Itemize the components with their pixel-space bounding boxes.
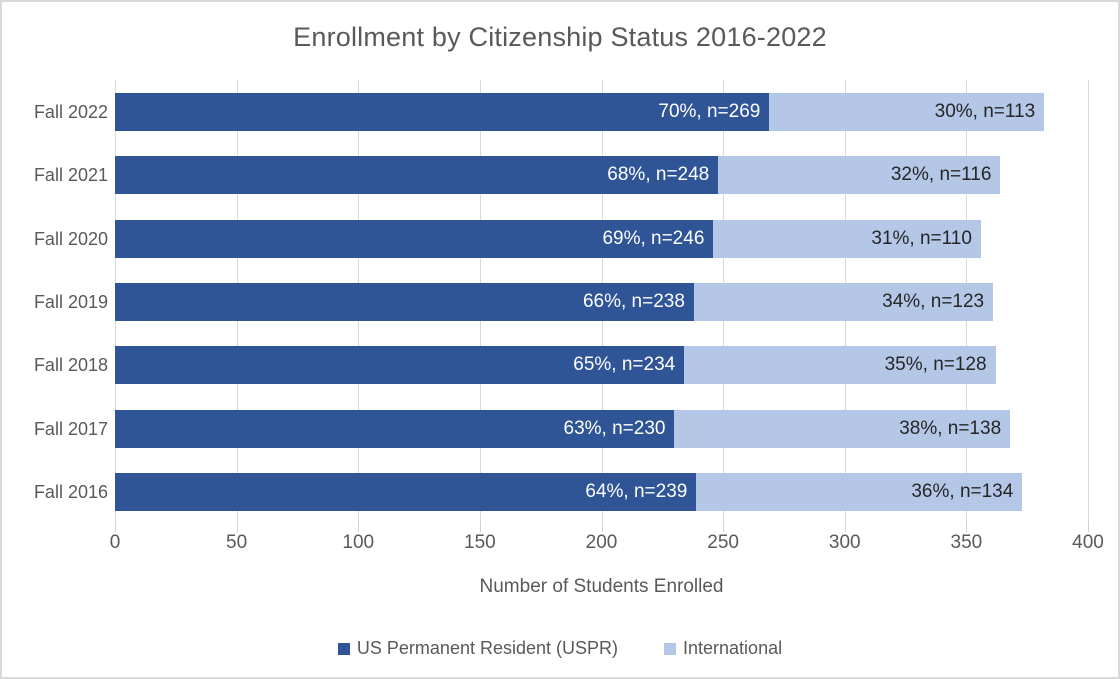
x-tick-label-100: 100	[342, 532, 375, 553]
x-tick-label-350: 350	[950, 532, 983, 553]
bar-row-fall-2022: Fall 2022 70%, n=269 30%, n=113	[34, 92, 1088, 131]
bar-value-label: 36%, n=134	[911, 481, 1014, 503]
category-label: Fall 2020	[33, 228, 108, 249]
tick-mark-200	[601, 524, 603, 532]
bar-segment-uspr[interactable]: 65%, n=234	[115, 346, 685, 385]
bar-segment-international[interactable]: 30%, n=113	[769, 92, 1045, 131]
bar-value-label: 35%, n=128	[884, 354, 987, 376]
bar-value-label: 65%, n=234	[573, 354, 676, 376]
bar-segment-uspr[interactable]: 68%, n=248	[115, 156, 719, 195]
legend: US Permanent Resident (USPR) Internation…	[2, 638, 1118, 659]
tick-mark-400	[1088, 524, 1089, 532]
international-legend-label: International	[683, 638, 783, 658]
bar-segment-uspr[interactable]: 70%, n=269	[115, 92, 770, 131]
category-label: Fall 2019	[33, 292, 108, 312]
bar-segment-international[interactable]: 34%, n=123	[693, 283, 994, 321]
bar-segment-international[interactable]: 38%, n=138	[674, 409, 1011, 448]
bar-value-label: 31%, n=110	[871, 227, 972, 249]
uspr-legend-label: US Permanent Resident (USPR)	[356, 638, 619, 658]
bar-segment-uspr[interactable]: 64%, n=239	[115, 473, 697, 512]
tick-mark-50	[236, 524, 238, 532]
x-axis-title: Number of Students Enrolled	[479, 576, 724, 597]
tick-mark-0	[115, 524, 116, 532]
category-label: Fall 2016	[33, 482, 108, 503]
chart-title: Enrollment by Citizenship Status 2016-20…	[293, 22, 827, 52]
bar-row-fall-2021: Fall 2021 68%, n=248 32%, n=116	[34, 156, 1088, 195]
bar-value-label: 66%, n=238	[582, 291, 685, 312]
bar-row-fall-2016: Fall 2016 64%, n=239 36%, n=134	[34, 473, 1088, 512]
bar-value-label: 34%, n=123	[882, 291, 985, 312]
bar-segment-international[interactable]: 35%, n=128	[684, 346, 996, 385]
tick-mark-250	[723, 524, 725, 532]
tick-mark-100	[358, 524, 360, 532]
tick-mark-150	[479, 524, 481, 532]
bar-segment-international[interactable]: 31%, n=110	[713, 219, 981, 258]
plot-area: 0 50 100 150 200 250 300 350 400 Fall 2022 70%, n=…	[34, 80, 1104, 553]
bar-value-label: 64%, n=239	[585, 481, 688, 503]
bar-segment-uspr[interactable]: 63%, n=230	[115, 409, 675, 448]
category-label: Fall 2022	[33, 101, 108, 122]
category-label: Fall 2018	[33, 355, 108, 376]
legend-item-international: International	[664, 638, 782, 659]
category-label: Fall 2021	[33, 165, 108, 186]
bar-row-fall-2018: Fall 2018 65%, n=234 35%, n=128	[34, 346, 1088, 385]
international-legend-swatch	[664, 642, 677, 655]
bar-segment-international[interactable]: 36%, n=134	[696, 473, 1023, 512]
bar-row-fall-2019: Fall 2019 66%, n=238 34%, n=123	[34, 283, 1088, 321]
category-label: Fall 2017	[33, 418, 108, 439]
uspr-legend-swatch	[337, 642, 350, 655]
gridline-400	[1088, 80, 1089, 524]
bar-value-label: 69%, n=246	[602, 227, 705, 249]
x-tick-label-200: 200	[585, 532, 618, 553]
x-tick-label-150: 150	[464, 532, 496, 553]
bar-segment-uspr[interactable]: 69%, n=246	[115, 219, 714, 258]
tick-mark-350	[966, 524, 968, 532]
bar-value-label: 63%, n=230	[563, 417, 666, 439]
legend-item-uspr: US Permanent Resident (USPR)	[337, 638, 619, 659]
bar-segment-uspr[interactable]: 66%, n=238	[115, 283, 694, 321]
bar-value-label: 32%, n=116	[890, 164, 992, 186]
bar-value-label: 70%, n=269	[658, 100, 761, 122]
bar-value-label: 30%, n=113	[934, 100, 1036, 122]
bar-segment-international[interactable]: 32%, n=116	[718, 156, 1001, 195]
x-tick-label-300: 300	[828, 532, 861, 553]
x-tick-label-50: 50	[226, 532, 248, 553]
tick-mark-300	[844, 524, 846, 532]
bar-value-label: 68%, n=248	[607, 164, 710, 186]
bar-row-fall-2017: Fall 2017 63%, n=230 38%, n=138	[34, 409, 1088, 448]
bar-value-label: 38%, n=138	[899, 417, 1002, 439]
x-tick-label-250: 250	[707, 532, 739, 553]
x-tick-label-0: 0	[109, 532, 121, 553]
bar-row-fall-2020: Fall 2020 69%, n=246 31%, n=110	[34, 219, 1088, 258]
x-tick-label-400: 400	[1072, 532, 1104, 553]
